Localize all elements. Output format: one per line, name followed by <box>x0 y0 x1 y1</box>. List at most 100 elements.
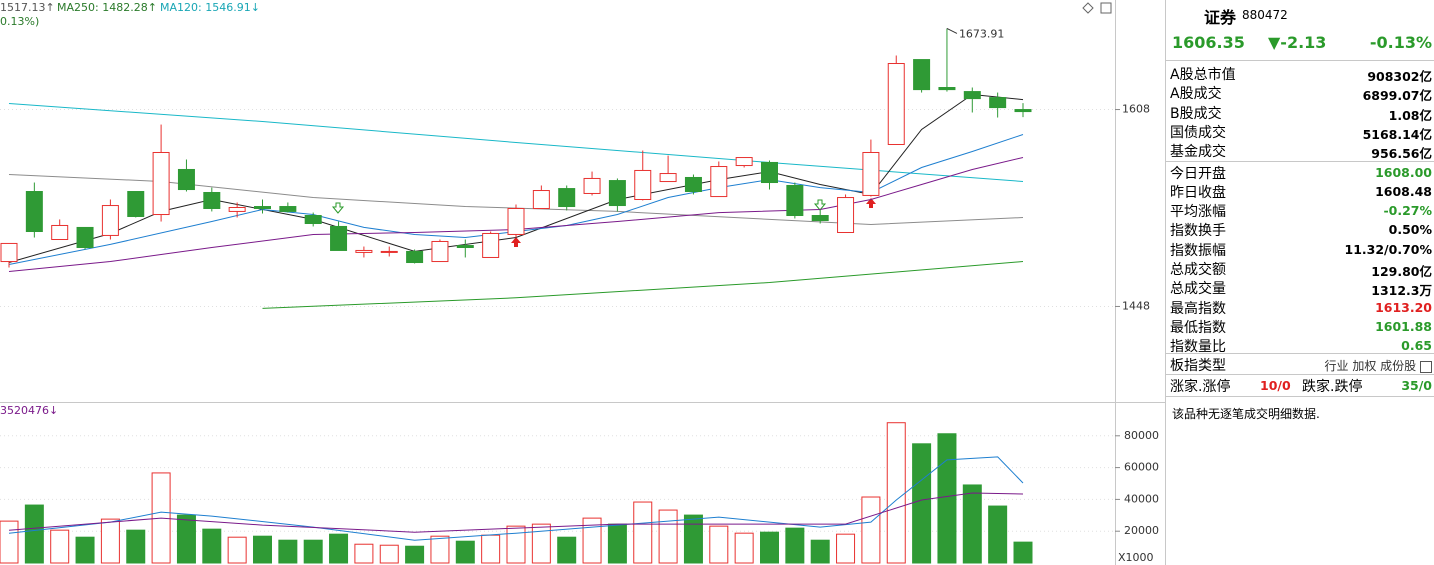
security-name: 证券 <box>1204 8 1237 27</box>
note: 该品种无逐笔成交明细数据. <box>1172 407 1320 421</box>
candle-body <box>482 232 500 258</box>
candle-body <box>25 191 43 233</box>
type-item[interactable]: 行业 <box>1324 359 1349 373</box>
change-pct: -0.13% <box>1369 33 1432 52</box>
candle-body <box>76 226 94 249</box>
volume-bar <box>379 544 399 564</box>
candle-body <box>710 166 728 198</box>
row-value: 908302亿 <box>1367 69 1432 84</box>
volume-bar <box>633 501 653 564</box>
volume-bar <box>658 509 678 564</box>
volume-bar <box>430 535 450 564</box>
volume-bar <box>75 536 95 564</box>
volume-bar <box>912 443 932 564</box>
row-label: 昨日收盘 <box>1170 184 1226 201</box>
candle-body <box>786 184 804 217</box>
candle-body <box>887 63 905 145</box>
row-label: 最高指数 <box>1170 300 1226 317</box>
volume-bar <box>861 496 881 564</box>
candle-body <box>634 169 652 201</box>
volume-bar <box>1013 541 1033 564</box>
candle-body <box>228 207 246 212</box>
chart: 1517.13↑ MA250: 1482.28↑ MA120: 1546.91↓… <box>0 0 1166 565</box>
candle-body <box>304 215 322 225</box>
candle-body <box>558 188 576 208</box>
candle-body <box>431 240 449 263</box>
row-value: 129.80亿 <box>1371 264 1432 279</box>
row-label: 最低指数 <box>1170 319 1226 336</box>
volume-bar <box>709 525 729 564</box>
sell-signal <box>813 199 827 211</box>
candle-body <box>761 161 778 184</box>
candle-body <box>380 250 398 253</box>
volume-bar <box>785 527 805 564</box>
volume-bar <box>354 543 374 564</box>
volume-bar <box>100 518 120 564</box>
volume-bar <box>329 533 349 564</box>
volume-bar <box>455 540 475 564</box>
type-item[interactable]: 成份股 <box>1380 359 1417 373</box>
volume-bar <box>607 523 627 564</box>
grid-icon[interactable] <box>1420 360 1432 373</box>
separator <box>1166 374 1434 375</box>
volume-bar <box>582 517 602 564</box>
volume-bar <box>481 534 501 564</box>
row-value: 5168.14亿 <box>1362 126 1432 142</box>
volume-bar <box>962 484 982 564</box>
candle-body <box>963 91 981 100</box>
diamond-button[interactable] <box>1082 2 1094 14</box>
candle-body <box>51 224 69 241</box>
row-value: 1613.20 <box>1375 299 1432 315</box>
buy-signal <box>866 198 876 208</box>
candle-body <box>127 191 145 217</box>
candle-body <box>735 157 753 167</box>
y-tick-label: 80000 <box>1124 429 1159 442</box>
ma-header: MA120: 1546.91↓ <box>160 1 260 14</box>
up-count: 10/0 <box>1260 378 1291 393</box>
ma-line <box>262 261 1024 309</box>
row-label: 指数换手 <box>1170 223 1226 240</box>
row-label: A股总市值 <box>1170 67 1236 83</box>
ma-line <box>8 456 1024 541</box>
candle-body <box>989 97 1007 109</box>
row-label: 指数振幅 <box>1170 242 1226 259</box>
row-value: 11.32/0.70% <box>1344 241 1432 257</box>
volume-bar <box>24 504 44 564</box>
candle-body <box>507 207 525 235</box>
candle-body <box>837 197 855 233</box>
row-value: 1312.3万 <box>1371 283 1432 299</box>
volume-bar <box>937 433 957 564</box>
volume-bar <box>278 539 298 564</box>
security-code: 880472 <box>1242 8 1288 22</box>
row-label: B股成交 <box>1170 105 1222 122</box>
candle-body <box>203 191 221 209</box>
window-button[interactable] <box>1100 2 1112 14</box>
candle-body <box>177 168 195 191</box>
candle-body <box>1014 109 1032 113</box>
row-label: 总成交额 <box>1170 262 1226 278</box>
volume-header: 3520476↓ <box>0 404 58 417</box>
row-label: 国债成交 <box>1170 124 1226 141</box>
volume-bar <box>50 529 70 564</box>
candle-body <box>355 249 373 253</box>
ma-header-sub: 0.13%) <box>0 15 39 28</box>
price: 1606.35 <box>1172 33 1245 52</box>
max-label: 1673.91 <box>959 27 1005 40</box>
buy-signal <box>511 237 521 247</box>
up-label: 涨家.涨停 <box>1170 379 1231 395</box>
max-pointer <box>946 27 958 34</box>
volume-bar <box>176 514 196 564</box>
type-item[interactable]: 加权 <box>1352 359 1377 373</box>
volume-bar <box>0 520 19 564</box>
volume-bar <box>227 536 247 564</box>
row-value: 1.08亿 <box>1388 107 1432 123</box>
volume-bar <box>126 529 146 564</box>
change: ▼-2.13 <box>1268 33 1327 52</box>
row-value: 1608.48 <box>1375 183 1432 199</box>
candle-body <box>406 250 424 264</box>
volume-bar <box>683 514 703 564</box>
down-count: 35/0 <box>1401 378 1432 393</box>
row-label: 平均涨幅 <box>1170 204 1226 221</box>
volume-bar <box>303 539 323 564</box>
ma-line <box>8 103 1024 182</box>
